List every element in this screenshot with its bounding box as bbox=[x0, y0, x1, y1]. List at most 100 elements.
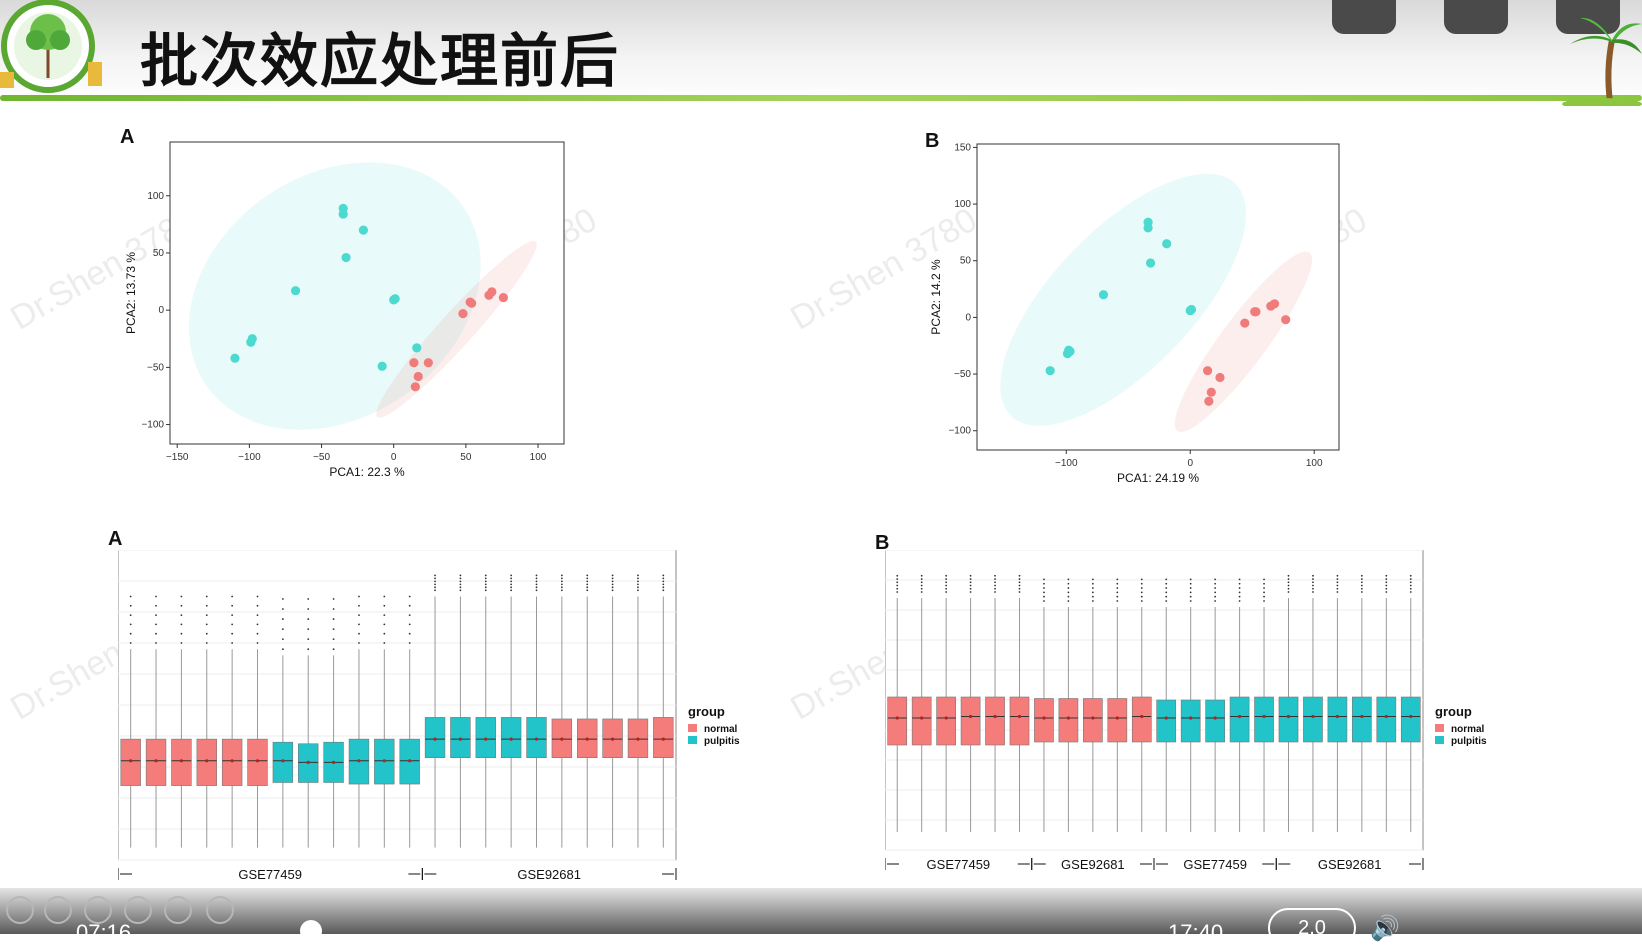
popout-button[interactable] bbox=[1444, 0, 1508, 34]
outlier-point bbox=[256, 614, 259, 616]
outlier-point bbox=[1287, 574, 1290, 577]
outlier-point bbox=[662, 574, 665, 577]
seek-handle[interactable] bbox=[300, 920, 322, 942]
outlier-point bbox=[434, 583, 436, 586]
outlier-point bbox=[408, 632, 411, 635]
outlier-point bbox=[1140, 587, 1143, 589]
outlier-point bbox=[434, 586, 436, 589]
mean-point bbox=[1115, 716, 1119, 720]
mean-point bbox=[306, 760, 310, 764]
pca-chart-a: −150 −100 −50 0 50 100 −100 −50 0 50 100 PCA1: 22.3… bbox=[124, 141, 565, 479]
outlier-point bbox=[535, 589, 538, 592]
outlier-point bbox=[434, 577, 436, 580]
outlier-point bbox=[896, 574, 899, 577]
outlier-point bbox=[155, 623, 157, 626]
outlier-point bbox=[459, 583, 462, 586]
outlier-point bbox=[1214, 591, 1217, 594]
outlier-point bbox=[1385, 574, 1388, 577]
mean-point bbox=[1286, 714, 1291, 719]
outlier-point bbox=[459, 586, 462, 589]
outlier-point bbox=[205, 642, 208, 644]
outlier-point bbox=[383, 642, 386, 644]
outlier-point bbox=[307, 618, 310, 620]
outlier-point bbox=[459, 577, 462, 580]
outlier-point bbox=[332, 628, 335, 631]
outlier-point bbox=[307, 648, 310, 651]
annotate-button[interactable] bbox=[84, 896, 112, 924]
pulpitis-point bbox=[1186, 304, 1197, 315]
normal-point bbox=[1206, 387, 1216, 397]
outlier-point bbox=[1287, 584, 1290, 587]
outlier-point bbox=[1165, 587, 1168, 589]
outlier-point bbox=[896, 578, 899, 580]
outlier-point bbox=[637, 583, 639, 586]
outlier-point bbox=[129, 623, 132, 626]
outlier-point bbox=[1336, 587, 1339, 590]
outlier-point bbox=[484, 589, 487, 592]
zoom-button[interactable] bbox=[164, 896, 192, 924]
mean-point bbox=[458, 737, 463, 741]
normal-box bbox=[1009, 696, 1030, 746]
outlier-point bbox=[155, 595, 157, 598]
pulpitis-box bbox=[1229, 696, 1250, 743]
outlier-point bbox=[1263, 600, 1265, 602]
volume-icon[interactable]: 🔊 bbox=[1370, 914, 1400, 942]
outlier-point bbox=[484, 586, 487, 589]
more-options-button[interactable] bbox=[206, 896, 234, 924]
title-underline bbox=[0, 95, 1642, 101]
mean-point bbox=[230, 759, 234, 763]
mean-point bbox=[920, 716, 924, 720]
outlier-point bbox=[383, 595, 386, 598]
normal-point bbox=[458, 308, 468, 319]
x-tick-label: 50 bbox=[460, 452, 472, 463]
logo-icon bbox=[0, 0, 102, 93]
y-tick-label: 100 bbox=[147, 191, 164, 202]
translate-button[interactable] bbox=[1332, 0, 1396, 34]
speed-button[interactable]: 2.0 bbox=[1268, 908, 1356, 948]
outlier-point bbox=[662, 583, 665, 586]
capture-button[interactable] bbox=[124, 896, 152, 924]
outlier-point bbox=[920, 584, 923, 587]
outlier-point bbox=[920, 581, 923, 584]
pulpitis-box bbox=[1254, 696, 1274, 743]
outlier-point bbox=[1140, 595, 1143, 598]
outlier-point bbox=[256, 595, 259, 598]
mean-point bbox=[1140, 714, 1144, 719]
rewind-button[interactable] bbox=[6, 896, 34, 924]
outlier-point bbox=[1140, 582, 1143, 585]
outlier-point bbox=[129, 642, 132, 644]
pulpitis-ellipse bbox=[188, 162, 481, 430]
outlier-point bbox=[535, 580, 538, 583]
outlier-point bbox=[1189, 595, 1192, 598]
outlier-point bbox=[1116, 578, 1119, 581]
y-tick-label: −100 bbox=[141, 420, 164, 431]
outlier-point bbox=[1263, 587, 1265, 589]
outlier-point bbox=[205, 623, 208, 626]
y-tick-label: 100 bbox=[954, 199, 971, 210]
more-button[interactable] bbox=[1556, 0, 1620, 34]
outlier-point bbox=[1067, 578, 1070, 581]
outlier-point bbox=[560, 586, 563, 589]
outlier-point bbox=[383, 623, 386, 626]
pulpitis-point bbox=[390, 294, 400, 304]
outlier-point bbox=[1263, 578, 1265, 581]
outlier-point bbox=[408, 614, 411, 616]
outlier-point bbox=[1091, 600, 1094, 602]
outlier-point bbox=[1385, 578, 1388, 580]
outlier-point bbox=[1409, 574, 1412, 577]
panel-label: A bbox=[120, 126, 135, 148]
outlier-point bbox=[510, 586, 513, 589]
x-axis-label: PCA1: 22.3 % bbox=[329, 465, 405, 479]
outlier-point bbox=[1360, 591, 1363, 593]
pulpitis-point bbox=[358, 225, 368, 235]
group-label: GSE92681 bbox=[1061, 857, 1125, 872]
outlier-point bbox=[1067, 595, 1070, 598]
palm-tree-icon bbox=[1562, 17, 1642, 106]
outlier-point bbox=[231, 595, 234, 598]
normal-box bbox=[1131, 696, 1152, 743]
mean-point bbox=[154, 759, 158, 763]
play-button[interactable] bbox=[44, 896, 72, 924]
outlier-point bbox=[1018, 574, 1021, 577]
outlier-point bbox=[1409, 578, 1412, 580]
normal-box bbox=[1058, 698, 1079, 743]
